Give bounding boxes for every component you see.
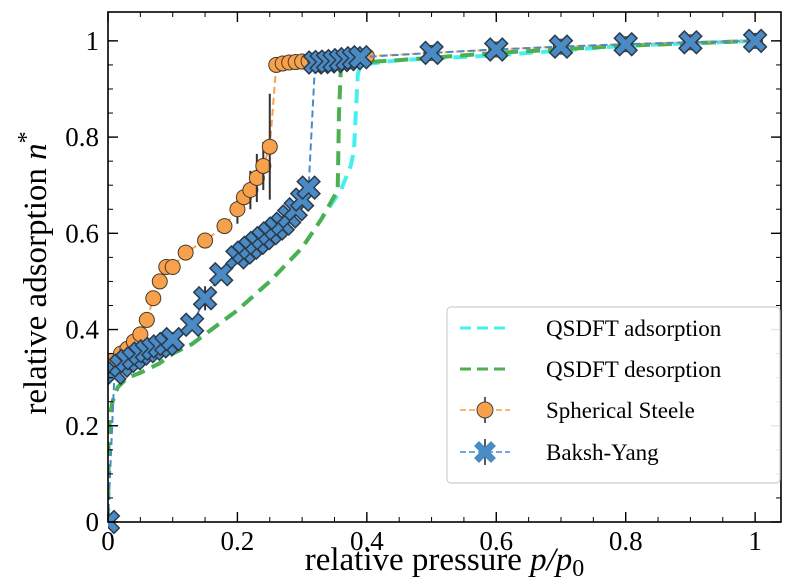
x-axis-label: relative pressure p/p0 — [305, 542, 585, 581]
y-tick-label: 0.4 — [65, 315, 99, 345]
data-point — [164, 259, 181, 275]
y-tick-label: 0.2 — [65, 411, 99, 441]
legend-label-qsdft-adsorption: QSDFT adsorption — [546, 316, 722, 341]
data-point — [615, 33, 636, 55]
data-point — [211, 263, 232, 285]
y-axis-label: relative adsorption n* — [14, 131, 54, 414]
x-tick-label: 1 — [748, 526, 762, 556]
data-point — [108, 511, 119, 533]
plot-area — [108, 28, 768, 534]
data-point — [162, 328, 183, 350]
data-point — [197, 232, 214, 249]
data-point — [177, 244, 194, 261]
legend-marker-spherical-steele — [476, 401, 494, 419]
data-point — [216, 218, 233, 235]
legend-entry-spherical-steele: Spherical Steele — [460, 397, 695, 423]
plot-frame — [107, 11, 782, 523]
legend-label-baksh-yang: Baksh-Yang — [546, 440, 659, 465]
data-point — [421, 42, 442, 64]
x-tick-label: 0.8 — [609, 526, 643, 556]
legend-marker-baksh-yang — [474, 441, 496, 463]
y-tick-label: 0.8 — [65, 122, 99, 152]
legend-entry-qsdft-adsorption: QSDFT adsorption — [460, 316, 722, 341]
x-tick-label: 0 — [101, 526, 115, 556]
data-point — [350, 46, 371, 68]
x-tick-label: 0.2 — [221, 526, 255, 556]
y-tick-label: 0.6 — [65, 218, 99, 248]
data-point — [261, 138, 278, 155]
y-tick-label: 0 — [86, 507, 100, 537]
legend-entry-qsdft-desorption: QSDFT desorption — [460, 357, 722, 382]
data-point — [744, 30, 766, 52]
series-baksh-yang — [108, 28, 768, 534]
data-point — [680, 32, 701, 53]
data-point — [298, 177, 319, 198]
series-line-qsdft-desorption — [108, 38, 756, 523]
data-point — [181, 314, 203, 335]
legend-label-qsdft-desorption: QSDFT desorption — [546, 357, 722, 382]
legend-label-spherical-steele: Spherical Steele — [546, 398, 695, 423]
data-point — [145, 290, 162, 307]
legend: QSDFT adsorption QSDFT desorption Spheri… — [446, 306, 781, 484]
axis-ticks: 0 0.2 0.4 0.6 0.8 1 0 0.2 0.4 0.6 0.8 1 — [65, 12, 781, 556]
x-tick-label: 0.4 — [350, 526, 384, 556]
x-tick-label: 0.6 — [479, 526, 513, 556]
series-qsdft-desorption — [108, 38, 756, 523]
data-point — [138, 311, 155, 328]
legend-box — [446, 306, 781, 484]
data-point — [550, 36, 572, 57]
data-point — [151, 273, 168, 290]
legend-entry-baksh-yang: Baksh-Yang — [460, 439, 659, 465]
data-point — [194, 288, 216, 309]
y-tick-label: 1 — [86, 26, 100, 56]
data-point — [255, 157, 272, 174]
data-point — [486, 39, 507, 60]
